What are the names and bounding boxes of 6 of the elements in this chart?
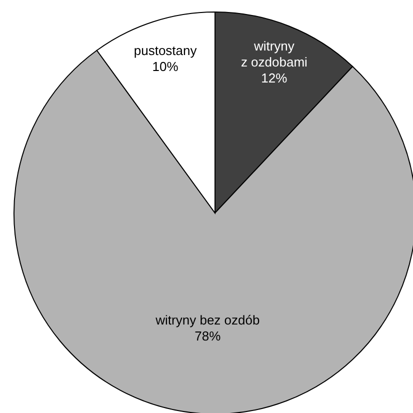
slice-label: witryny bez ozdób — [154, 312, 260, 328]
slice-label: pustostany — [134, 44, 198, 59]
data-label: 12% — [261, 70, 288, 86]
data-label: 78% — [194, 328, 222, 344]
data-label: 10% — [152, 60, 179, 75]
slice-label: witryny z ozdobami — [240, 38, 308, 70]
